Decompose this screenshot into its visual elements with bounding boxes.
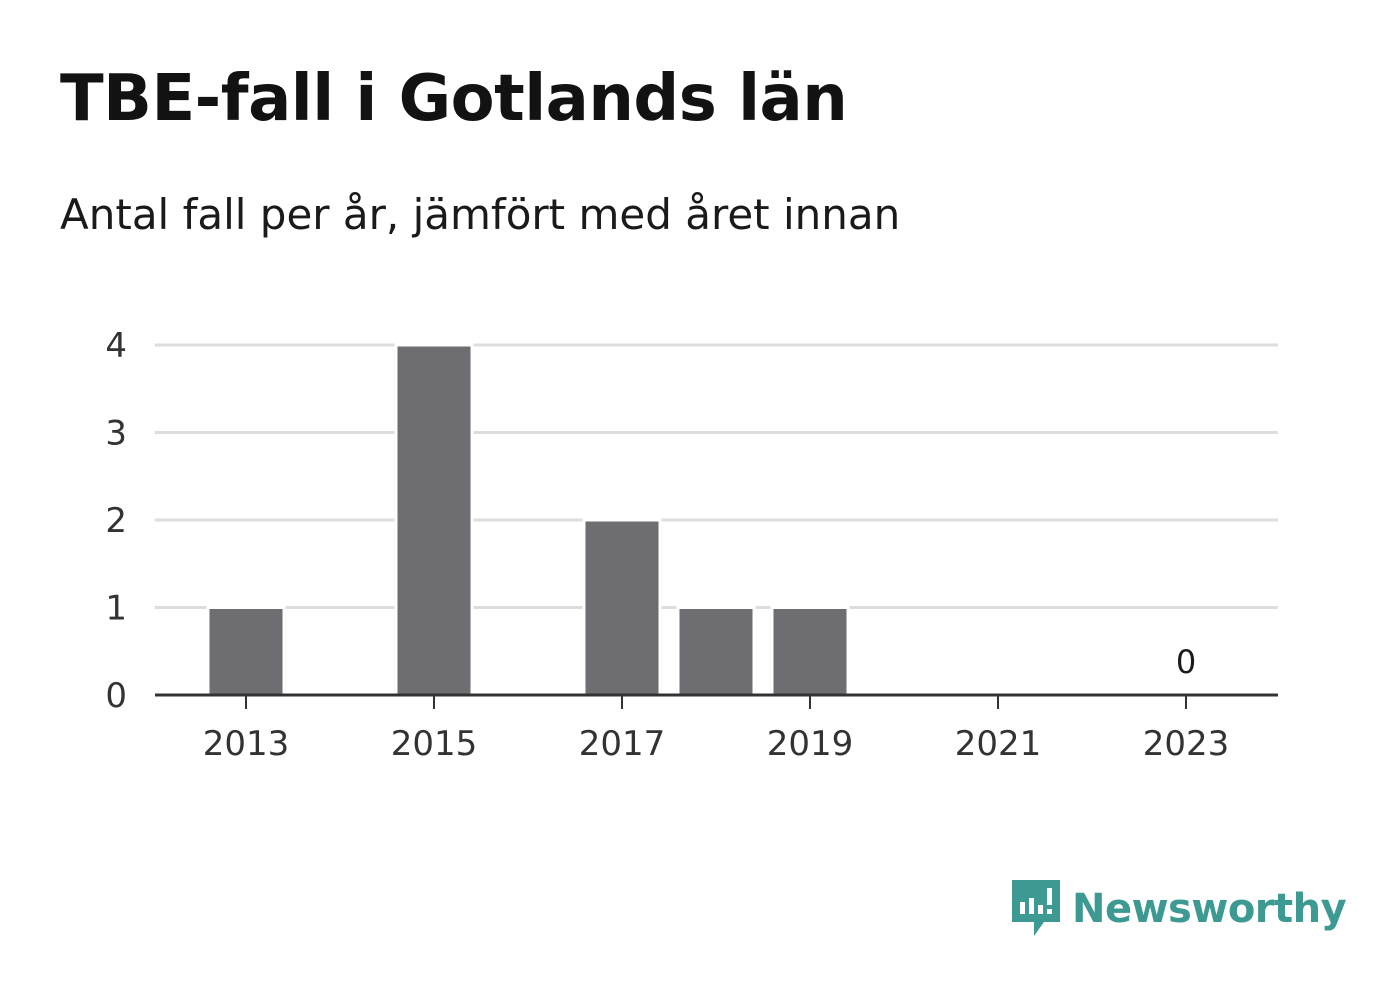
newsworthy-logo-icon (1012, 880, 1060, 936)
x-tick-label: 2015 (391, 724, 478, 764)
chart-subtitle: Antal fall per år, jämfört med året inna… (60, 190, 901, 239)
x-tick-label: 2021 (955, 724, 1042, 764)
y-tick-label: 2 (105, 501, 127, 541)
data-label: 0 (1176, 643, 1196, 681)
y-tick-label: 3 (105, 414, 127, 454)
x-tick-label: 2013 (203, 724, 290, 764)
y-tick-label: 4 (105, 326, 127, 366)
x-tick-label: 2019 (767, 724, 854, 764)
bar (206, 606, 286, 697)
x-tick-label: 2023 (1143, 724, 1230, 764)
bar (770, 606, 850, 697)
x-tick-label: 2017 (579, 724, 666, 764)
bar (394, 343, 474, 697)
bar (582, 518, 662, 697)
y-tick-label: 1 (105, 589, 127, 629)
bar (676, 606, 756, 697)
brand-name: Newsworthy (1072, 886, 1347, 932)
y-tick-label: 0 (105, 676, 127, 716)
brand-logo: Newsworthy (1010, 878, 1347, 940)
chart-title: TBE-fall i Gotlands län (60, 62, 848, 136)
